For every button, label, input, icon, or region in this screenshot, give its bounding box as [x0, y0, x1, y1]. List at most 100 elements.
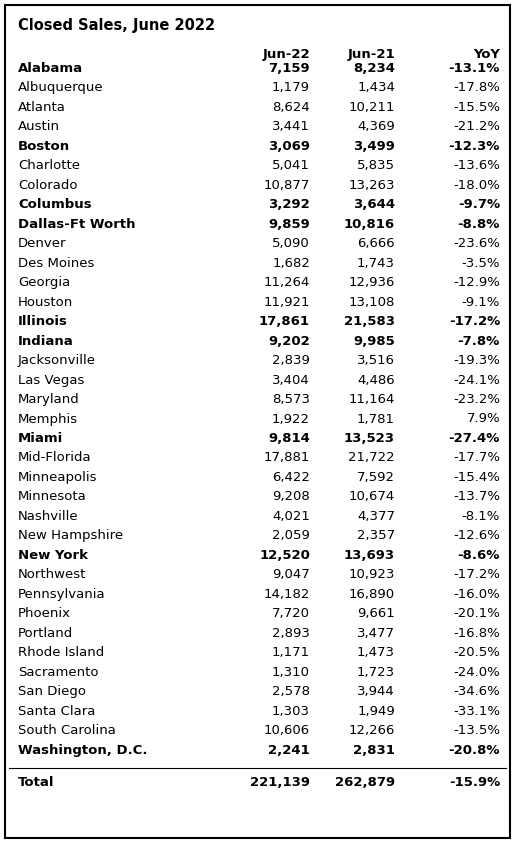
Text: 21,722: 21,722 — [348, 452, 395, 464]
Text: 10,606: 10,606 — [264, 724, 310, 737]
Text: 2,893: 2,893 — [272, 626, 310, 640]
Text: 2,578: 2,578 — [272, 685, 310, 698]
Text: -27.4%: -27.4% — [449, 432, 500, 445]
Text: 9,814: 9,814 — [268, 432, 310, 445]
Text: 13,108: 13,108 — [349, 296, 395, 309]
Text: Minneapolis: Minneapolis — [18, 471, 97, 484]
Text: Alabama: Alabama — [18, 62, 83, 75]
Text: Santa Clara: Santa Clara — [18, 705, 95, 717]
Text: 6,422: 6,422 — [272, 471, 310, 484]
Text: 7,720: 7,720 — [272, 607, 310, 620]
Text: 4,369: 4,369 — [357, 121, 395, 133]
Text: -17.7%: -17.7% — [453, 452, 500, 464]
Text: 1,682: 1,682 — [272, 257, 310, 270]
Text: 3,404: 3,404 — [272, 373, 310, 387]
Text: 3,516: 3,516 — [357, 354, 395, 367]
Text: Mid-Florida: Mid-Florida — [18, 452, 92, 464]
Text: Memphis: Memphis — [18, 412, 78, 426]
Text: Sacramento: Sacramento — [18, 666, 98, 679]
Text: 221,139: 221,139 — [250, 776, 310, 789]
Text: 7,159: 7,159 — [268, 62, 310, 75]
Text: -12.9%: -12.9% — [453, 277, 500, 289]
Text: -8.1%: -8.1% — [461, 510, 500, 523]
Text: -7.8%: -7.8% — [458, 335, 500, 347]
Text: 6,666: 6,666 — [357, 237, 395, 250]
Text: 3,069: 3,069 — [268, 140, 310, 153]
Text: -15.4%: -15.4% — [453, 471, 500, 484]
Text: 9,208: 9,208 — [272, 491, 310, 503]
Text: Austin: Austin — [18, 121, 60, 133]
Text: 10,923: 10,923 — [349, 568, 395, 582]
Text: -3.5%: -3.5% — [461, 257, 500, 270]
Text: 8,234: 8,234 — [353, 62, 395, 75]
Text: -9.1%: -9.1% — [461, 296, 500, 309]
Text: 2,831: 2,831 — [353, 744, 395, 756]
Text: Portland: Portland — [18, 626, 73, 640]
Text: 11,921: 11,921 — [264, 296, 310, 309]
Text: Pennsylvania: Pennsylvania — [18, 588, 106, 601]
Text: New Hampshire: New Hampshire — [18, 529, 123, 542]
Text: Rhode Island: Rhode Island — [18, 647, 104, 659]
Text: Colorado: Colorado — [18, 179, 77, 192]
Text: Charlotte: Charlotte — [18, 159, 80, 172]
Text: -9.7%: -9.7% — [458, 198, 500, 212]
Text: Miami: Miami — [18, 432, 63, 445]
Text: -16.0%: -16.0% — [453, 588, 500, 601]
Text: -33.1%: -33.1% — [453, 705, 500, 717]
Text: Total: Total — [18, 776, 55, 789]
Text: 262,879: 262,879 — [335, 776, 395, 789]
Text: 12,936: 12,936 — [349, 277, 395, 289]
Text: 14,182: 14,182 — [264, 588, 310, 601]
Text: 3,499: 3,499 — [353, 140, 395, 153]
Text: -21.2%: -21.2% — [453, 121, 500, 133]
Text: YoY: YoY — [473, 48, 500, 61]
Text: 3,644: 3,644 — [353, 198, 395, 212]
Text: -19.3%: -19.3% — [453, 354, 500, 367]
Text: -34.6%: -34.6% — [453, 685, 500, 698]
Text: 4,377: 4,377 — [357, 510, 395, 523]
Text: 1,179: 1,179 — [272, 82, 310, 94]
Text: Columbus: Columbus — [18, 198, 92, 212]
Text: 4,021: 4,021 — [272, 510, 310, 523]
Text: 7.9%: 7.9% — [467, 412, 500, 426]
Text: Boston: Boston — [18, 140, 70, 153]
Text: Dallas-Ft Worth: Dallas-Ft Worth — [18, 217, 135, 231]
Text: 7,592: 7,592 — [357, 471, 395, 484]
Text: -8.8%: -8.8% — [458, 217, 500, 231]
Text: -12.6%: -12.6% — [453, 529, 500, 542]
Text: 9,859: 9,859 — [268, 217, 310, 231]
Text: 12,520: 12,520 — [259, 549, 310, 561]
Text: Houston: Houston — [18, 296, 73, 309]
Text: 5,041: 5,041 — [272, 159, 310, 172]
Text: Nashville: Nashville — [18, 510, 79, 523]
Text: -20.5%: -20.5% — [453, 647, 500, 659]
Text: 2,241: 2,241 — [268, 744, 310, 756]
Text: 2,059: 2,059 — [272, 529, 310, 542]
Text: 3,477: 3,477 — [357, 626, 395, 640]
Text: -16.8%: -16.8% — [453, 626, 500, 640]
Text: 4,486: 4,486 — [357, 373, 395, 387]
Text: 9,047: 9,047 — [272, 568, 310, 582]
Text: 11,264: 11,264 — [264, 277, 310, 289]
Text: 3,944: 3,944 — [357, 685, 395, 698]
Text: 12,266: 12,266 — [349, 724, 395, 737]
Text: -8.6%: -8.6% — [458, 549, 500, 561]
Text: 9,661: 9,661 — [357, 607, 395, 620]
Text: -17.2%: -17.2% — [449, 315, 500, 328]
Text: 21,583: 21,583 — [344, 315, 395, 328]
Text: -15.5%: -15.5% — [453, 101, 500, 114]
Text: 17,861: 17,861 — [259, 315, 310, 328]
Text: 13,263: 13,263 — [349, 179, 395, 192]
Text: -24.1%: -24.1% — [453, 373, 500, 387]
Text: 1,949: 1,949 — [357, 705, 395, 717]
Text: 1,473: 1,473 — [357, 647, 395, 659]
Text: -12.3%: -12.3% — [449, 140, 500, 153]
Text: New York: New York — [18, 549, 88, 561]
Text: 1,303: 1,303 — [272, 705, 310, 717]
Text: Illinois: Illinois — [18, 315, 68, 328]
Text: 1,434: 1,434 — [357, 82, 395, 94]
Text: Jun-22: Jun-22 — [262, 48, 310, 61]
Text: 10,211: 10,211 — [349, 101, 395, 114]
Text: 5,835: 5,835 — [357, 159, 395, 172]
Text: -18.0%: -18.0% — [453, 179, 500, 192]
